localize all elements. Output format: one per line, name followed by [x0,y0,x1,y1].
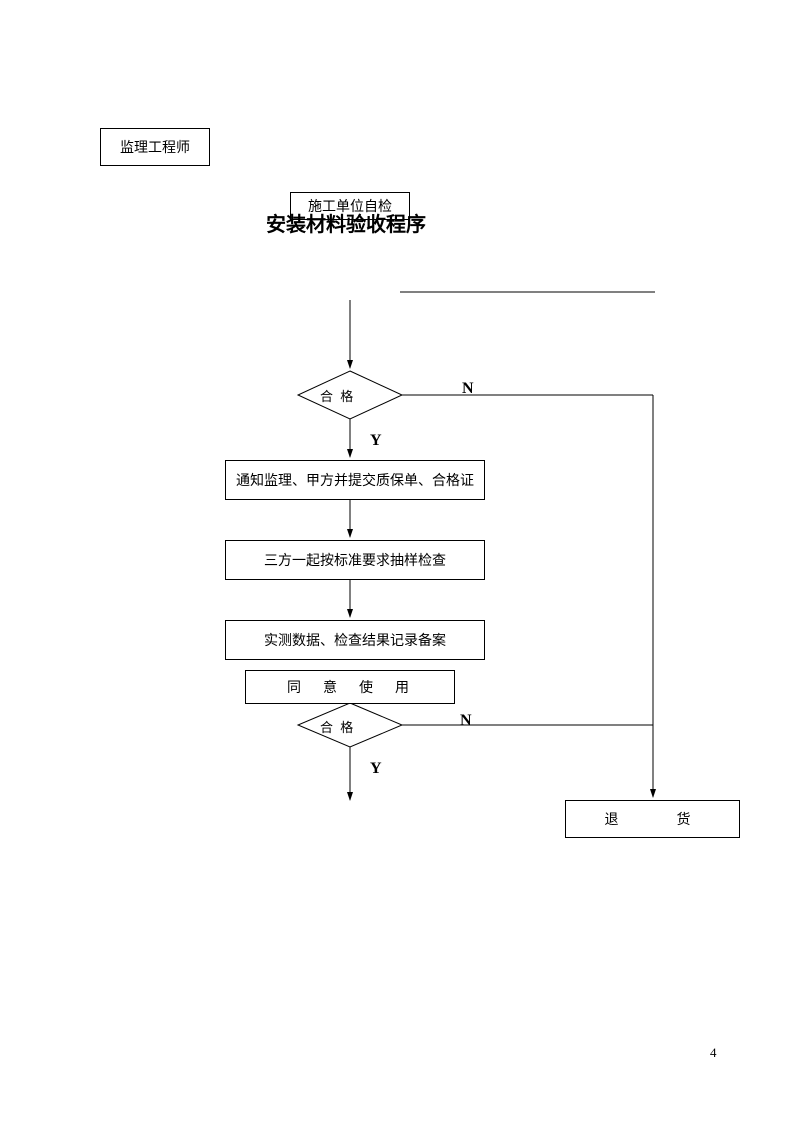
decision1-label: 合 格 [320,386,355,405]
label-n2: N [460,712,472,730]
node-approve-label: 同 意 使 用 [287,677,413,697]
node-record-label: 实测数据、检查结果记录备案 [264,630,446,650]
label-y2: Y [370,760,382,778]
node-return: 退 货 [565,800,740,838]
node-notify-label: 通知监理、甲方并提交质保单、合格证 [236,470,474,490]
node-supervisor-label: 监理工程师 [120,137,190,157]
page: { "title": "安装材料验收程序", "page_number": "4… [0,0,794,1123]
page-number: 4 [710,1045,717,1061]
decision2-label: 合 格 [320,717,355,736]
node-sample-label: 三方一起按标准要求抽样检查 [264,550,446,570]
node-sample: 三方一起按标准要求抽样检查 [225,540,485,580]
node-return-label: 退 货 [605,809,701,829]
node-record: 实测数据、检查结果记录备案 [225,620,485,660]
node-approve: 同 意 使 用 [245,670,455,704]
node-supervisor: 监理工程师 [100,128,210,166]
node-notify: 通知监理、甲方并提交质保单、合格证 [225,460,485,500]
label-y1: Y [370,432,382,450]
label-n1: N [462,380,474,398]
page-title: 安装材料验收程序 [266,208,426,237]
